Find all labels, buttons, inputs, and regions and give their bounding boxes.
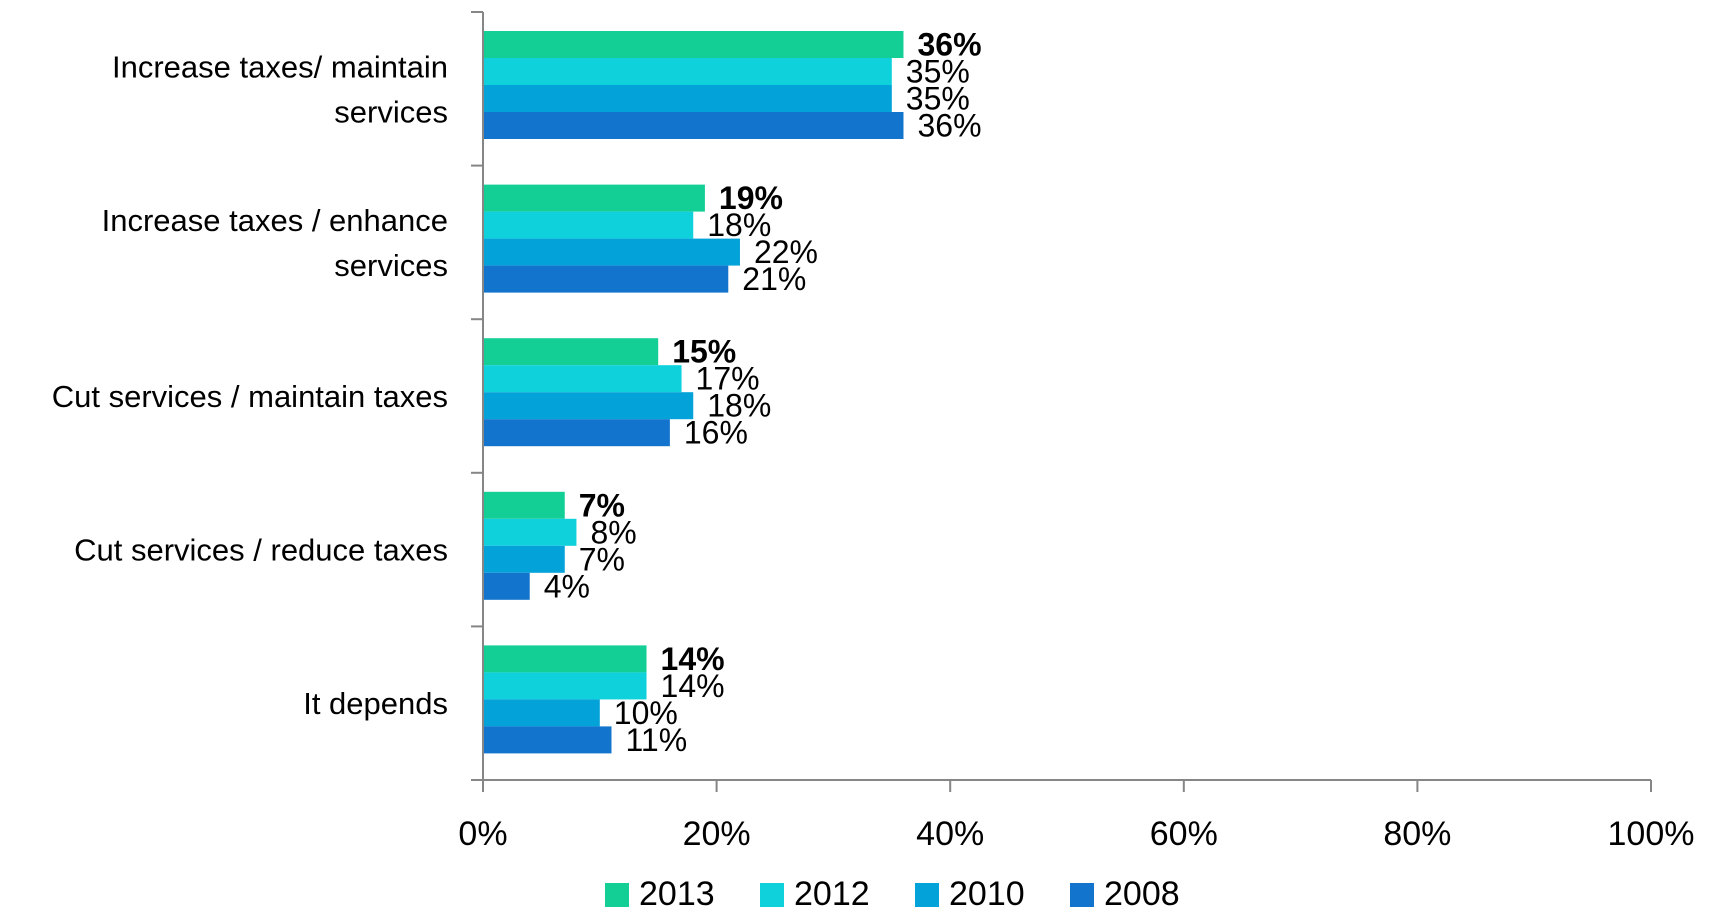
category-label: Cut services / reduce taxes [74, 533, 448, 568]
x-tick-label: 60% [1150, 815, 1218, 853]
data-label-2012-cat-3: 8% [590, 514, 636, 550]
legend-swatch-2008 [1070, 883, 1094, 907]
legend-label-2008: 2008 [1104, 875, 1180, 913]
bar-2010-cat-0 [483, 85, 892, 112]
bar-2012-cat-1 [483, 211, 694, 239]
category-label-line: Increase taxes / enhance [102, 203, 448, 238]
data-label-2008-cat-3: 4% [544, 568, 590, 604]
x-tick-label: 100% [1608, 815, 1695, 853]
bar-2012-cat-0 [483, 58, 892, 85]
category-label-line: It depends [303, 686, 448, 721]
legend: 2013 2012 2010 2008 [605, 875, 1180, 913]
data-label-2008-cat-0: 36% [917, 108, 981, 144]
x-tick-label: 0% [458, 815, 507, 853]
bars-layer [483, 31, 904, 754]
data-label-2013-cat-3: 7% [579, 487, 625, 523]
data-label-2012-cat-1: 18% [707, 207, 771, 243]
category-label-line: services [334, 248, 448, 283]
bar-2010-cat-3 [483, 545, 565, 573]
bar-2012-cat-3 [483, 518, 577, 546]
bar-2012-cat-4 [483, 672, 647, 700]
data-label-2010-cat-3: 7% [579, 541, 625, 577]
data-label-2012-cat-0: 35% [906, 54, 970, 90]
data-label-2008-cat-1: 21% [742, 261, 806, 297]
x-tick-label: 40% [916, 815, 984, 853]
data-label-2012-cat-4: 14% [661, 668, 725, 704]
axes-layer: 0% 20% 40% 60% 80% 100% Increase taxes/ mainta… [52, 11, 1695, 853]
data-label-2013-cat-0: 36% [917, 27, 981, 63]
legend-label-2012: 2012 [794, 875, 870, 913]
bar-2013-cat-0 [483, 31, 904, 58]
bar-2013-cat-1 [483, 184, 705, 212]
bar-2008-cat-2 [483, 419, 670, 447]
category-label: It depends [303, 686, 448, 721]
bar-2010-cat-4 [483, 699, 600, 727]
legend-swatch-2013 [605, 883, 629, 907]
data-label-2008-cat-4: 11% [625, 722, 687, 758]
data-label-2010-cat-4: 10% [614, 695, 678, 731]
legend-swatch-2012 [760, 883, 784, 907]
category-label: Cut services / maintain taxes [52, 379, 448, 414]
bar-2010-cat-1 [483, 238, 740, 266]
bar-2008-cat-4 [483, 726, 612, 754]
bar-2013-cat-2 [483, 338, 659, 366]
data-label-2012-cat-2: 17% [696, 361, 760, 397]
bar-2008-cat-3 [483, 572, 530, 600]
data-label-2010-cat-1: 22% [754, 234, 818, 270]
data-labels-layer: 36%19%15%7%14%35%18%17%8%14%35%22%18%7%1… [544, 27, 982, 758]
category-label-line: services [334, 94, 448, 129]
data-label-2013-cat-1: 19% [719, 180, 783, 216]
bar-2013-cat-4 [483, 645, 647, 673]
bar-2008-cat-1 [483, 265, 729, 293]
bar-2012-cat-2 [483, 365, 682, 393]
bar-2013-cat-3 [483, 491, 565, 519]
data-label-2013-cat-4: 14% [661, 641, 725, 677]
bar-2008-cat-0 [483, 112, 904, 139]
data-label-2008-cat-2: 16% [684, 415, 748, 451]
legend-swatch-2010 [915, 883, 939, 907]
x-tick-label: 80% [1383, 815, 1451, 853]
category-label-line: Increase taxes/ maintain [112, 49, 448, 84]
category-label: Increase taxes / enhance services [102, 203, 448, 283]
data-label-2010-cat-2: 18% [707, 388, 771, 424]
legend-label-2013: 2013 [639, 875, 715, 913]
category-label-line: Cut services / reduce taxes [74, 533, 448, 568]
x-tick-label: 20% [683, 815, 751, 853]
category-label: Increase taxes/ maintain services [112, 49, 448, 129]
bar-2010-cat-2 [483, 392, 694, 420]
data-label-2013-cat-2: 15% [672, 334, 736, 370]
category-label-line: Cut services / maintain taxes [52, 379, 448, 414]
data-label-2010-cat-0: 35% [906, 81, 970, 117]
legend-label-2010: 2010 [949, 875, 1025, 913]
